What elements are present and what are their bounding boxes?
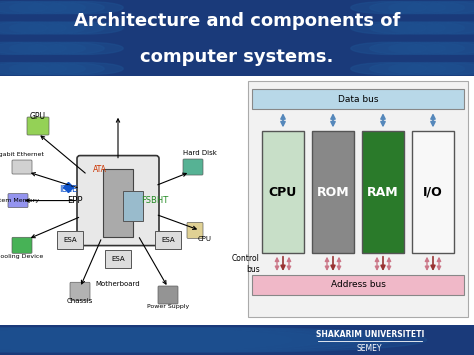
Text: Architecture and components of: Architecture and components of <box>74 12 400 31</box>
Circle shape <box>0 62 66 75</box>
Circle shape <box>0 42 66 54</box>
Text: IEEE: IEEE <box>59 185 77 194</box>
Circle shape <box>47 22 123 34</box>
FancyBboxPatch shape <box>312 131 354 253</box>
Text: Hard Disk: Hard Disk <box>183 151 217 156</box>
Circle shape <box>28 22 104 34</box>
Circle shape <box>351 42 427 54</box>
FancyBboxPatch shape <box>362 131 404 253</box>
FancyBboxPatch shape <box>252 89 464 109</box>
FancyBboxPatch shape <box>27 117 49 135</box>
Circle shape <box>0 328 223 352</box>
Text: I/O: I/O <box>423 186 443 198</box>
Circle shape <box>370 22 446 34</box>
Text: SEMEY: SEMEY <box>357 344 383 353</box>
FancyBboxPatch shape <box>12 160 32 174</box>
Circle shape <box>427 62 474 75</box>
Text: GPU: GPU <box>30 111 46 121</box>
Circle shape <box>9 22 85 34</box>
Circle shape <box>14 328 393 352</box>
Text: Motherboard: Motherboard <box>96 281 140 287</box>
Circle shape <box>28 1 104 14</box>
FancyBboxPatch shape <box>183 159 203 175</box>
Text: Gigabit Ethernet: Gigabit Ethernet <box>0 152 44 157</box>
FancyBboxPatch shape <box>123 191 143 220</box>
Circle shape <box>0 328 291 352</box>
Circle shape <box>9 1 85 14</box>
FancyBboxPatch shape <box>252 275 464 295</box>
Circle shape <box>408 42 474 54</box>
FancyBboxPatch shape <box>103 169 133 236</box>
Text: computer systems.: computer systems. <box>140 48 334 66</box>
Circle shape <box>47 42 123 54</box>
FancyBboxPatch shape <box>412 131 454 253</box>
Text: ROM: ROM <box>317 186 349 198</box>
Circle shape <box>427 22 474 34</box>
Circle shape <box>0 22 66 34</box>
Text: SHAKARIM UNIVERSITETI: SHAKARIM UNIVERSITETI <box>316 330 424 339</box>
Text: Data bus: Data bus <box>338 95 378 104</box>
Circle shape <box>0 42 47 54</box>
FancyBboxPatch shape <box>105 250 131 268</box>
FancyBboxPatch shape <box>57 231 83 249</box>
Text: Address bus: Address bus <box>330 280 385 289</box>
Circle shape <box>47 62 123 75</box>
FancyBboxPatch shape <box>158 286 178 304</box>
Text: Cooling Device: Cooling Device <box>0 254 44 259</box>
Text: Power Supply: Power Supply <box>147 304 189 309</box>
Text: ESA: ESA <box>111 256 125 262</box>
Circle shape <box>427 1 474 14</box>
Circle shape <box>28 42 104 54</box>
Circle shape <box>351 22 427 34</box>
Circle shape <box>0 1 47 14</box>
Circle shape <box>0 328 190 352</box>
Circle shape <box>389 62 465 75</box>
FancyBboxPatch shape <box>77 155 159 246</box>
Circle shape <box>0 22 47 34</box>
Text: ESA: ESA <box>161 237 175 243</box>
Text: RAM: RAM <box>367 186 399 198</box>
Circle shape <box>0 328 359 352</box>
Circle shape <box>0 1 66 14</box>
Circle shape <box>408 22 474 34</box>
Circle shape <box>408 62 474 75</box>
Circle shape <box>408 1 474 14</box>
Text: Chassis: Chassis <box>67 298 93 304</box>
Circle shape <box>370 1 446 14</box>
Text: System Memory: System Memory <box>0 198 39 203</box>
Circle shape <box>9 42 85 54</box>
Text: ATA: ATA <box>93 165 107 174</box>
FancyBboxPatch shape <box>248 81 468 317</box>
FancyBboxPatch shape <box>12 237 32 253</box>
FancyBboxPatch shape <box>187 222 203 239</box>
FancyBboxPatch shape <box>0 0 474 76</box>
Circle shape <box>9 62 85 75</box>
FancyBboxPatch shape <box>70 282 90 300</box>
Circle shape <box>389 42 465 54</box>
Circle shape <box>351 1 427 14</box>
Circle shape <box>0 328 325 352</box>
Circle shape <box>351 62 427 75</box>
Circle shape <box>0 328 257 352</box>
Circle shape <box>389 1 465 14</box>
Text: ESA: ESA <box>63 237 77 243</box>
FancyBboxPatch shape <box>0 325 474 355</box>
Circle shape <box>47 1 123 14</box>
Circle shape <box>28 62 104 75</box>
Circle shape <box>427 42 474 54</box>
Circle shape <box>370 42 446 54</box>
FancyBboxPatch shape <box>8 193 28 208</box>
Circle shape <box>47 328 427 352</box>
Text: EPP: EPP <box>67 196 83 205</box>
Text: FSBHT: FSBHT <box>141 196 169 205</box>
Circle shape <box>370 62 446 75</box>
Circle shape <box>389 22 465 34</box>
Circle shape <box>0 62 47 75</box>
FancyBboxPatch shape <box>262 131 304 253</box>
Text: Control
bus: Control bus <box>232 254 260 273</box>
FancyBboxPatch shape <box>155 231 181 249</box>
Text: CPU: CPU <box>269 186 297 198</box>
Text: CPU: CPU <box>198 236 212 242</box>
